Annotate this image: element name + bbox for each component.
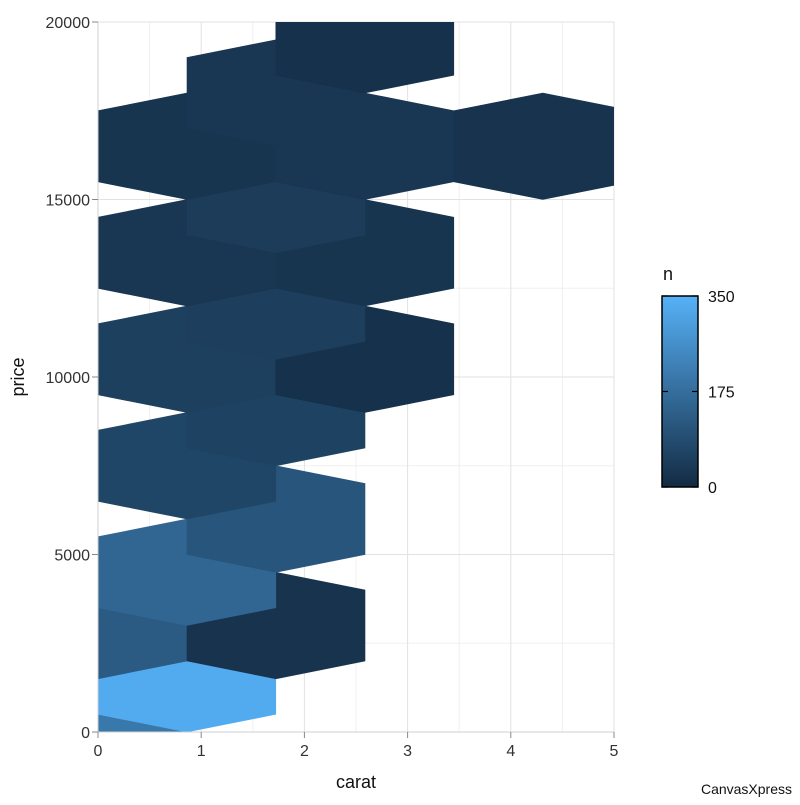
legend-tick-label: 175 bbox=[708, 385, 735, 402]
y-tick-label: 10000 bbox=[46, 370, 91, 387]
legend-title: n bbox=[663, 264, 673, 284]
x-tick-label: 5 bbox=[610, 743, 619, 760]
hexbin-cell bbox=[453, 92, 614, 200]
y-axis-title: price bbox=[8, 357, 28, 396]
y-tick-label: 15000 bbox=[46, 193, 91, 210]
x-tick-label: 1 bbox=[197, 743, 206, 760]
legend-tick-label: 0 bbox=[708, 480, 717, 497]
legend-tick-label: 350 bbox=[708, 289, 735, 306]
legend-ticks: 0 175 350 bbox=[662, 289, 735, 497]
x-tick-label: 4 bbox=[506, 743, 515, 760]
legend: n 0 175 350 bbox=[661, 264, 735, 497]
y-tick-label: 5000 bbox=[54, 548, 90, 565]
x-axis-title: carat bbox=[336, 772, 376, 792]
hexbin-layer bbox=[98, 22, 614, 732]
x-tick-label: 3 bbox=[403, 743, 412, 760]
axes: 0 1 2 3 4 5 0 5000 10000 15000 20000 bbox=[46, 15, 619, 760]
hexbin-cell bbox=[275, 22, 455, 94]
y-tick-label: 0 bbox=[81, 725, 90, 742]
x-tick-label: 2 bbox=[300, 743, 309, 760]
y-tick-label: 20000 bbox=[46, 15, 91, 32]
credit-text: CanvasXpress bbox=[701, 781, 792, 797]
x-tick-label: 0 bbox=[94, 743, 103, 760]
